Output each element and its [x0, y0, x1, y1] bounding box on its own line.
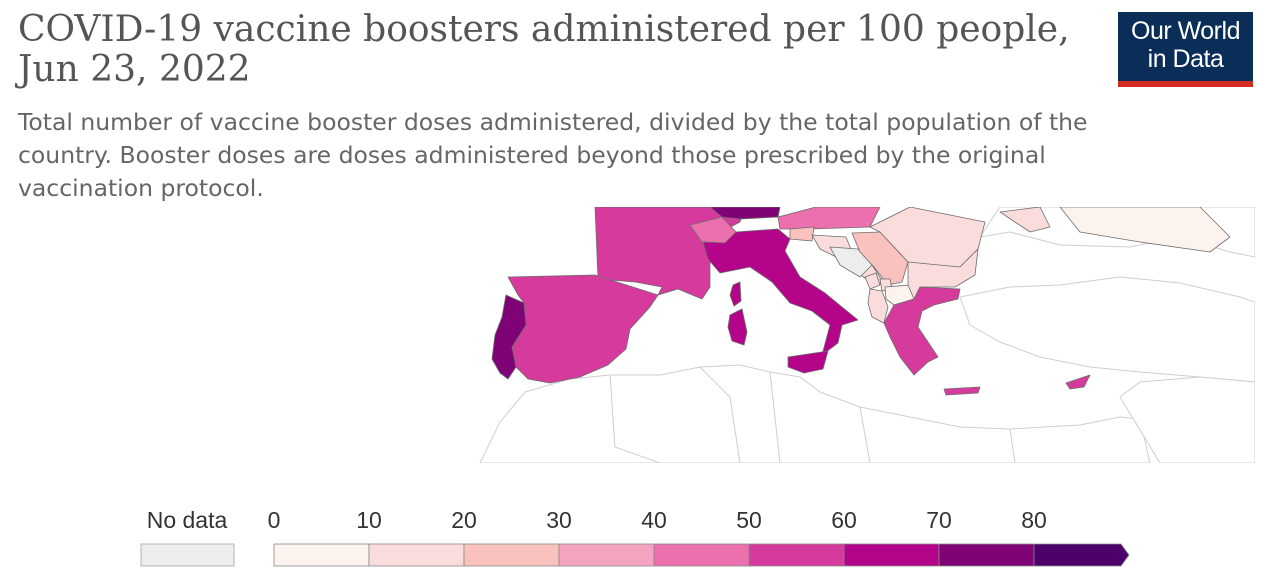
legend-bin-6[interactable] — [843, 543, 940, 567]
middle-east — [1119, 376, 1255, 463]
legend-tick-label: 30 — [546, 507, 572, 533]
country-moldova[interactable] — [999, 207, 1051, 233]
country-ukraine[interactable] — [1059, 207, 1231, 253]
country-bosnia[interactable] — [829, 246, 873, 278]
country-albania[interactable] — [867, 288, 889, 324]
country-montenegro[interactable] — [864, 272, 881, 290]
country-italy-corsica[interactable] — [729, 281, 742, 307]
legend-tick-label: 80 — [1021, 507, 1047, 533]
legend-tick-label: 50 — [736, 507, 762, 533]
legend-tick-label: 60 — [831, 507, 857, 533]
country-spain[interactable] — [507, 274, 659, 384]
color-legend: No data 0 10 20 30 40 50 60 70 80 — [140, 507, 1130, 567]
legend-bin-1[interactable] — [368, 543, 465, 567]
legend-tick-label: 20 — [451, 507, 477, 533]
chart-subtitle: Total number of vaccine booster doses ad… — [18, 108, 1088, 202]
turkey — [959, 276, 1255, 383]
country-cyprus[interactable] — [1065, 374, 1091, 390]
country-greece[interactable] — [883, 286, 961, 376]
no-data-swatch[interactable] — [140, 543, 235, 567]
legend-tick-label: 40 — [641, 507, 667, 533]
owid-logo[interactable]: Our World in Data — [1118, 12, 1253, 87]
country-bulgaria[interactable] — [907, 248, 979, 300]
legend-bin-8[interactable] — [1033, 543, 1130, 567]
legend-tick-label: 70 — [926, 507, 952, 533]
legend-bin-5[interactable] — [748, 543, 845, 567]
no-data-label: No data — [147, 507, 228, 533]
country-italy-sardinia[interactable] — [727, 308, 748, 346]
legend-tick-label: 10 — [356, 507, 382, 533]
country-portugal[interactable] — [491, 294, 527, 380]
country-slovenia[interactable] — [789, 226, 815, 242]
country-germany[interactable] — [709, 207, 781, 220]
logo-line-1: Our World — [1131, 17, 1240, 45]
country-italy-sicily[interactable] — [787, 350, 829, 374]
country-greece-crete[interactable] — [943, 386, 981, 396]
chart-title: COVID-19 vaccine boosters administered p… — [18, 9, 1070, 90]
legend-bin-7[interactable] — [938, 543, 1035, 567]
north-africa — [479, 364, 1151, 463]
country-italy[interactable] — [702, 228, 859, 356]
legend-bin-2[interactable] — [463, 543, 560, 567]
legend-bin-0[interactable] — [273, 543, 370, 567]
logo-line-2: in Data — [1147, 45, 1224, 73]
legend-tick-label: 0 — [268, 507, 281, 533]
legend-bin-4[interactable] — [653, 543, 750, 567]
legend-ticks: 0 10 20 30 40 50 60 70 80 — [268, 507, 1047, 533]
north-africa-borders — [609, 366, 1016, 463]
legend-bin-3[interactable] — [558, 543, 655, 567]
choropleth-map — [479, 207, 1255, 463]
legend-bins — [273, 543, 1130, 567]
country-austria[interactable] — [777, 207, 881, 230]
